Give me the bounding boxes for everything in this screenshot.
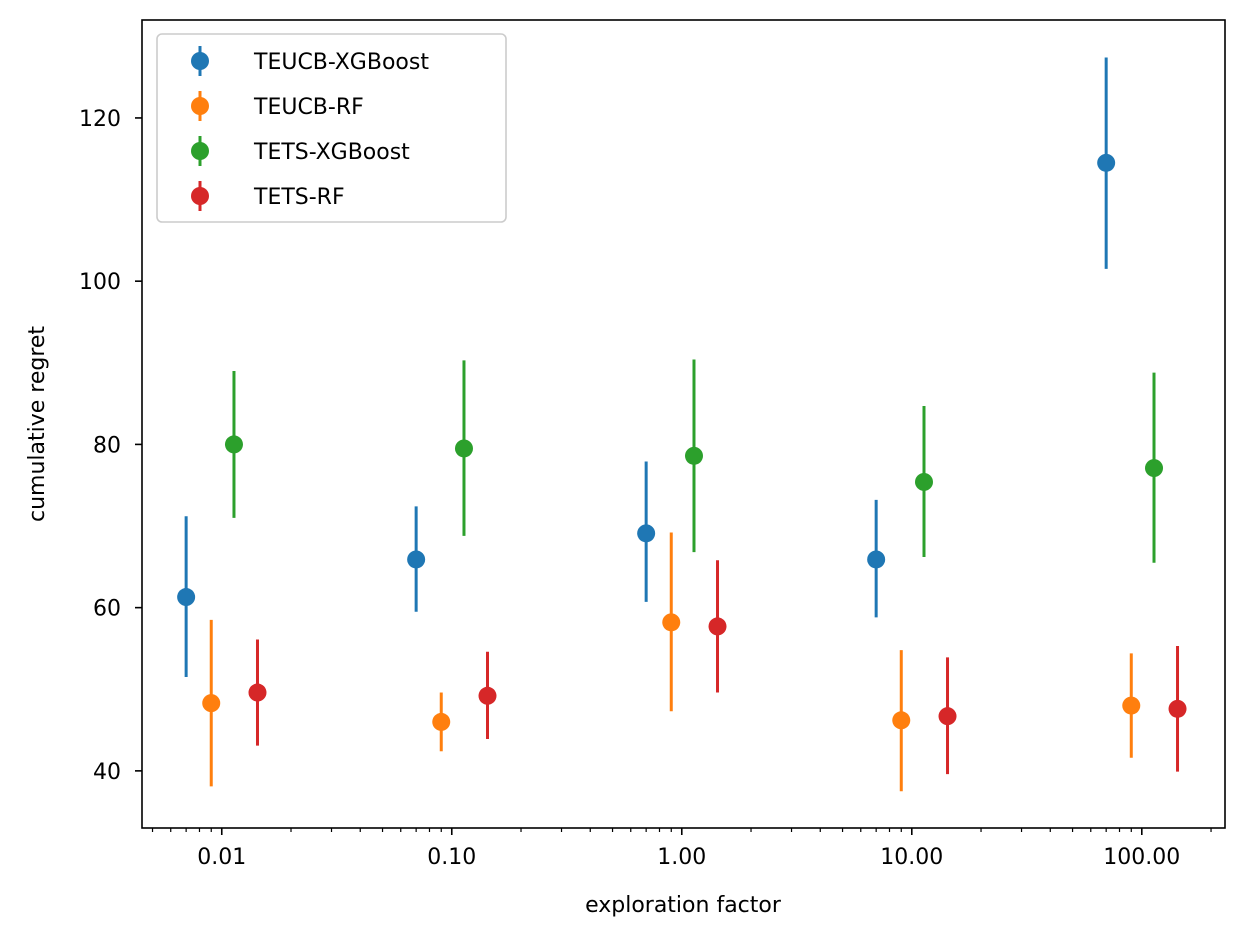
legend-label: TETS-RF: [253, 185, 345, 210]
legend-frame: [156, 33, 507, 223]
legend-label: TEUCB-XGBoost: [253, 50, 429, 75]
data-point: [867, 550, 886, 569]
legend: TEUCB-XGBoost TEUCB-RF TETS-XGBoost TETS…: [156, 33, 507, 223]
data-point: [1145, 459, 1164, 478]
x-minor-ticks: [151, 828, 1212, 832]
legend-entry: TEUCB-RF: [191, 91, 364, 121]
data-point: [1168, 699, 1187, 718]
x-tick-label: 0.10: [427, 845, 476, 870]
legend-point-marker: [191, 97, 209, 115]
legend-label: TETS-XGBoost: [253, 140, 410, 165]
y-major-ticks: [135, 117, 142, 772]
y-tick-label: 80: [93, 433, 121, 458]
data-point: [454, 439, 473, 458]
data-point: [248, 683, 267, 702]
y-tick-labels: 40 60 80 100 120: [79, 107, 121, 785]
legend-point-marker: [191, 142, 209, 160]
data-marks: [177, 57, 1187, 792]
x-axis-title: exploration factor: [585, 893, 782, 918]
data-point: [177, 588, 196, 607]
data-point: [407, 550, 426, 569]
data-point: [708, 617, 727, 636]
legend-point-marker: [191, 52, 209, 70]
x-major-ticks: [220, 828, 1143, 835]
data-point: [914, 472, 933, 491]
series-teucb-xgboost: [177, 57, 1116, 678]
data-point: [1097, 153, 1116, 172]
legend-entry: TEUCB-XGBoost: [191, 46, 429, 76]
x-axis: 0.01 0.10 1.00 10.00 100.00 exploration …: [151, 828, 1212, 918]
data-point: [432, 712, 451, 731]
series-tets-rf: [248, 560, 1187, 775]
data-point: [1122, 696, 1141, 715]
data-point: [938, 707, 957, 726]
data-point: [224, 435, 243, 454]
series-teucb-rf: [202, 532, 1141, 792]
plot-frame: [141, 19, 1226, 829]
legend-label: TEUCB-RF: [253, 95, 364, 120]
x-tick-label: 0.01: [197, 845, 246, 870]
data-point: [892, 711, 911, 730]
legend-entry: TETS-RF: [191, 181, 345, 211]
y-tick-label: 100: [79, 270, 121, 295]
y-axis: 40 60 80 100 120 cumulative regret: [25, 107, 142, 785]
y-axis-title: cumulative regret: [25, 326, 50, 522]
legend-entry: TETS-XGBoost: [191, 136, 410, 166]
data-point: [662, 613, 681, 632]
legend-point-marker: [191, 187, 209, 205]
x-tick-label: 100.00: [1103, 845, 1180, 870]
y-tick-label: 120: [79, 107, 121, 132]
x-tick-label: 1.00: [657, 845, 706, 870]
x-tick-label: 10.00: [880, 845, 943, 870]
y-tick-label: 40: [93, 760, 121, 785]
y-tick-label: 60: [93, 597, 121, 622]
series-tets-xgboost: [224, 359, 1164, 563]
data-point: [637, 524, 656, 543]
data-point: [478, 686, 497, 705]
x-tick-labels: 0.01 0.10 1.00 10.00 100.00: [197, 845, 1180, 870]
data-point: [684, 446, 703, 465]
data-point: [202, 694, 221, 713]
